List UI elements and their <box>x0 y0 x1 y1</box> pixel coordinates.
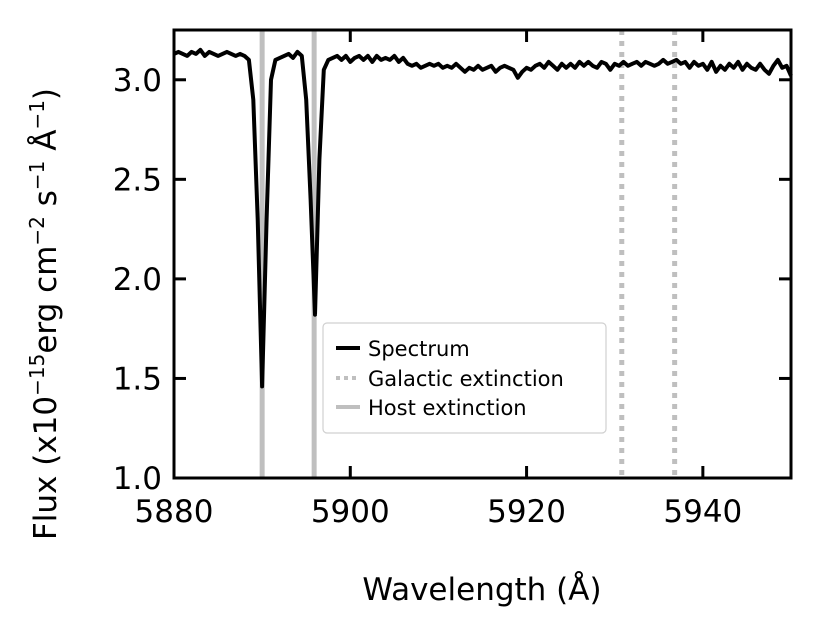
y-tick-label: 2.5 <box>113 162 162 198</box>
y-tick-label: 3.0 <box>113 63 162 99</box>
x-tick-label: 5920 <box>487 494 566 530</box>
y-tick-label: 1.0 <box>113 461 162 497</box>
x-tick-label: 5900 <box>311 494 390 530</box>
y-tick-label: 1.5 <box>113 361 162 397</box>
x-axis-label: Wavelength (Å) <box>362 572 601 608</box>
legend-label-spectrum: Spectrum <box>368 337 470 361</box>
spectrum-line <box>173 47 793 389</box>
legend-label-galactic: Galactic extinction <box>368 367 564 391</box>
x-tick-label: 5940 <box>663 494 742 530</box>
y-tick-label: 2.0 <box>113 262 162 298</box>
legend-label-host: Host extinction <box>368 396 527 420</box>
legend: Spectrum Galactic extinction Host extinc… <box>322 322 607 434</box>
y-axis-label: Flux (x10−15erg cm−2 s−1 Å−1) <box>25 88 64 540</box>
spectrum-series <box>173 47 793 389</box>
axis-ticks <box>172 30 791 480</box>
legend-box <box>322 322 607 434</box>
tick-labels: 5880 5900 5920 5940 1.0 1.5 2.0 2.5 3.0 <box>113 63 743 530</box>
plot-frame <box>172 28 793 480</box>
x-tick-label: 5880 <box>135 494 214 530</box>
